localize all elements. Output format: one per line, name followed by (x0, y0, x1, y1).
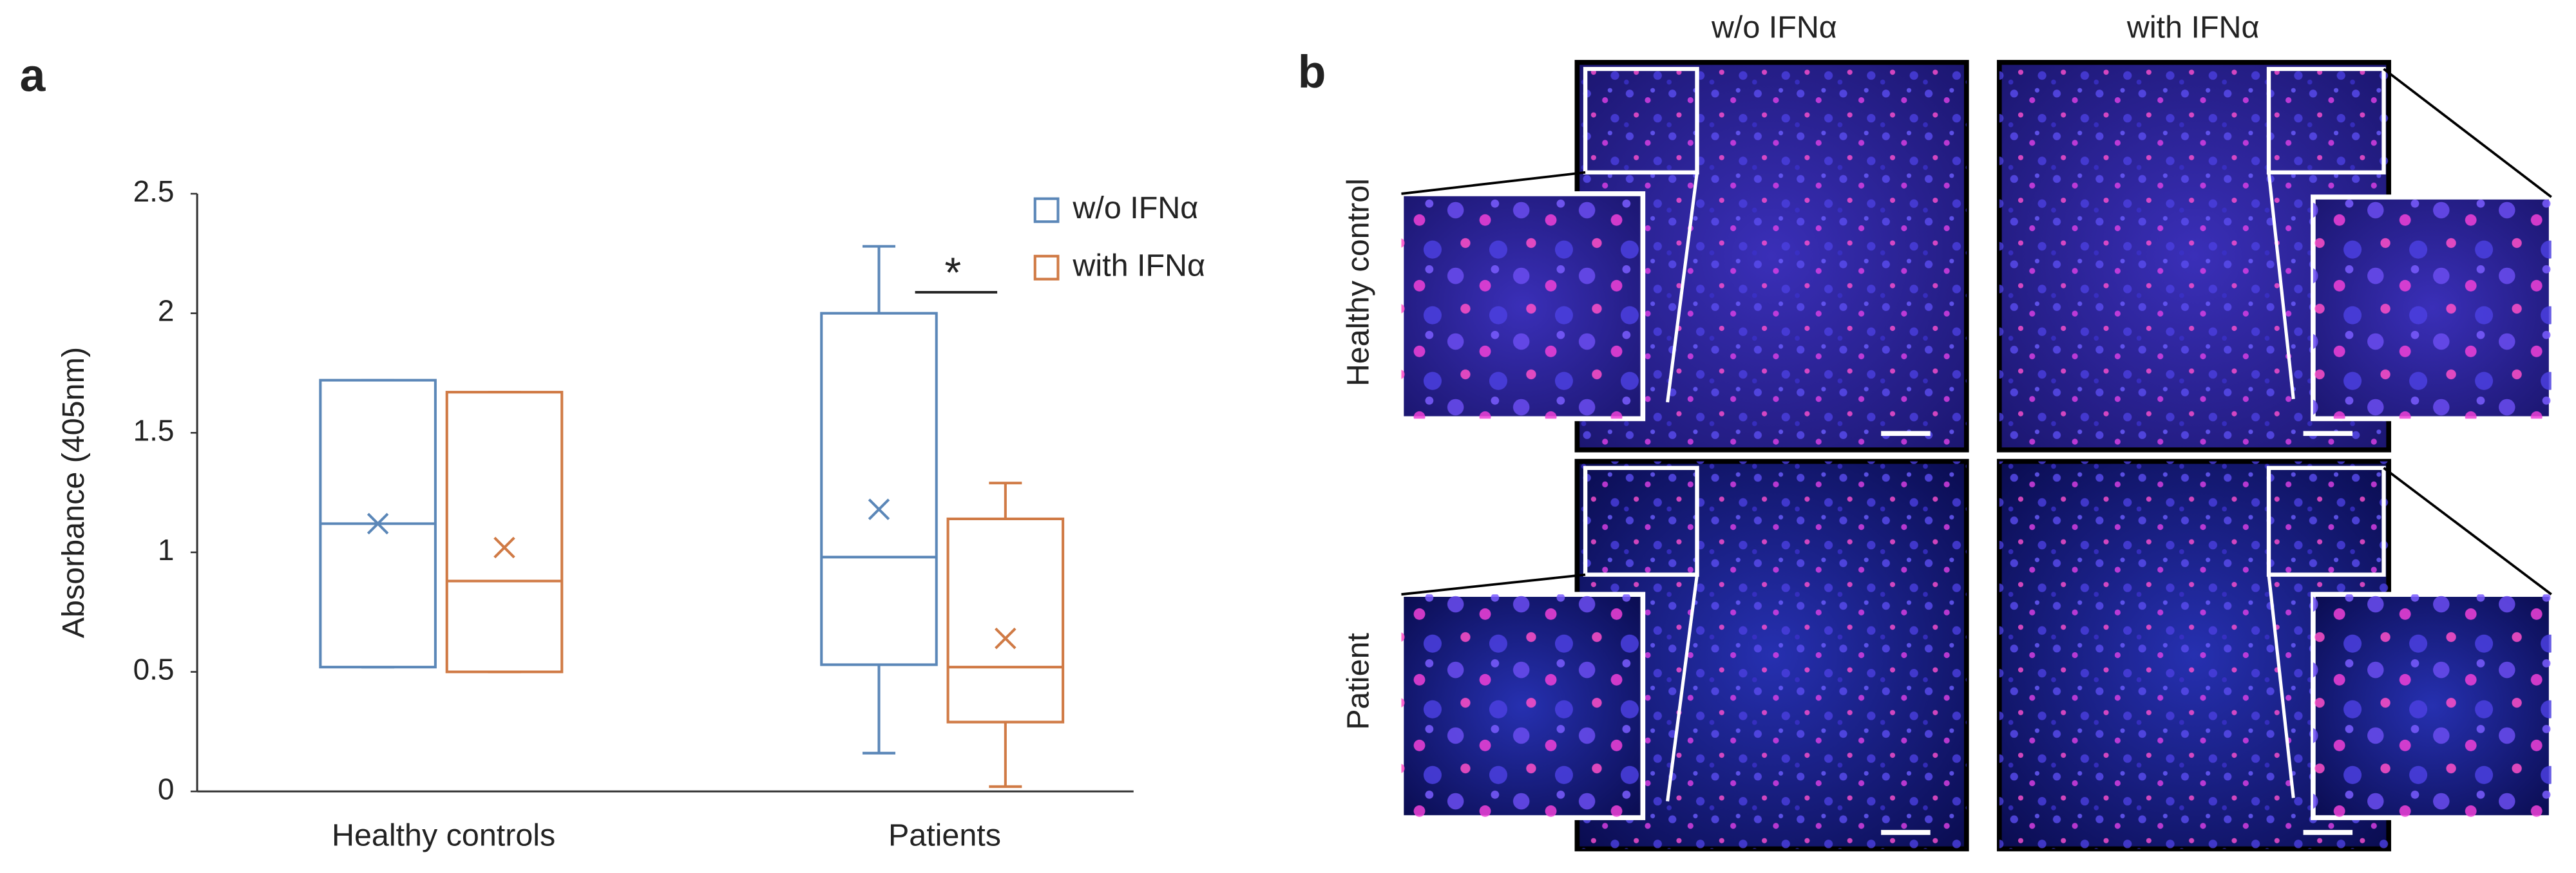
zoom-box (2266, 465, 2386, 577)
inset-cells (1401, 594, 1643, 818)
inset-cells (1401, 193, 1643, 419)
legend-swatch (1033, 197, 1060, 223)
box (445, 391, 564, 673)
legend-label: w/o IFNα (1072, 191, 1198, 225)
y-tick-label: 1 (158, 533, 175, 567)
row-label: Healthy control (1341, 178, 1376, 386)
y-tick-label: 0.5 (133, 653, 175, 686)
inset-cells (2313, 594, 2552, 818)
zoom-line (2383, 467, 2552, 596)
panel-label: b (1298, 46, 1326, 98)
box (820, 312, 938, 666)
annotation: * (944, 249, 961, 297)
column-label: with IFNα (2126, 10, 2260, 45)
zoom-line (2267, 172, 2295, 400)
legend-swatch (1033, 254, 1060, 281)
zoom-line (2267, 574, 2295, 798)
mean-marker (995, 627, 1016, 650)
zoom-line (2383, 68, 2552, 198)
micrographs (1398, 60, 2554, 852)
zoom-box (1583, 465, 1699, 577)
mean-marker (868, 498, 890, 520)
column-label: w/o IFNα (1711, 10, 1837, 45)
mean-marker (367, 512, 389, 535)
zoom-box (1583, 66, 1699, 174)
legend-label: with IFNα (1072, 248, 1205, 283)
y-tick-label: 2 (158, 294, 175, 328)
zoom-box (2266, 66, 2386, 174)
zoom-line (1401, 573, 1586, 596)
zoom-line (1666, 172, 1699, 403)
x-tick-label: Healthy controls (332, 818, 555, 852)
y-tick-label: 0 (158, 772, 175, 805)
zoom-line (1666, 574, 1699, 802)
mean-marker (493, 536, 515, 559)
box (946, 517, 1065, 724)
x-tick-label: Patients (888, 818, 1001, 852)
y-axis-label: Absorbance (405nm) (56, 347, 91, 638)
zoom-line (1401, 171, 1586, 195)
inset-cells (2313, 197, 2552, 419)
row-label: Patient (1341, 632, 1376, 729)
y-tick-label: 1.5 (133, 413, 175, 447)
y-tick-label: 2.5 (133, 174, 175, 208)
panel-label: a (20, 50, 46, 101)
